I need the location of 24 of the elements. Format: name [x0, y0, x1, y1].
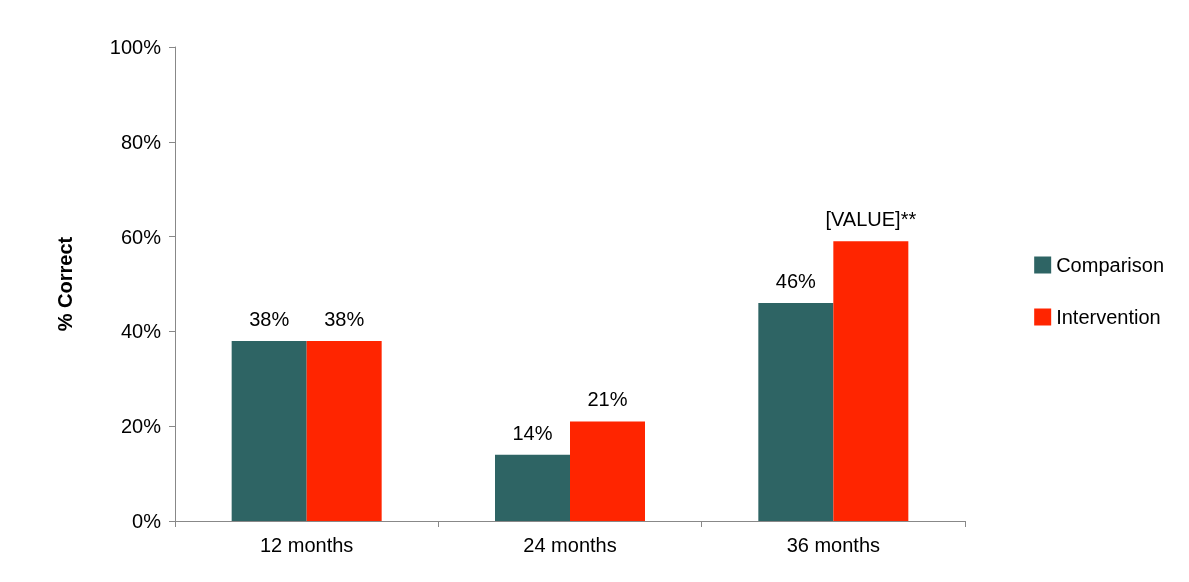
- bar: [306, 340, 382, 521]
- data-label: 38%: [324, 307, 365, 330]
- data-label: 46%: [775, 269, 817, 292]
- x-tick-label: 12 months: [259, 534, 354, 556]
- bar: [495, 454, 570, 521]
- bar: [570, 421, 645, 521]
- legend-label: Comparison: [1056, 254, 1165, 276]
- bar: [758, 302, 834, 521]
- data-label: [VALUE]**: [825, 208, 917, 231]
- y-axis-title: % Correct: [54, 236, 76, 332]
- bar: [231, 340, 307, 521]
- data-label: 38%: [249, 307, 290, 330]
- y-tick-label: 80%: [120, 130, 162, 153]
- x-tick-label: 36 months: [786, 534, 881, 556]
- y-tick-label: 40%: [120, 320, 162, 343]
- legend-label: Intervention: [1056, 306, 1161, 328]
- y-tick-label: 100%: [109, 36, 162, 58]
- data-label: 21%: [587, 388, 628, 411]
- y-tick-label: 60%: [120, 225, 162, 248]
- data-label: 14%: [512, 421, 553, 444]
- x-tick-label: 24 months: [523, 534, 617, 556]
- bar: [833, 241, 909, 521]
- y-tick-label: 20%: [120, 415, 162, 438]
- y-tick-label: 0%: [132, 510, 162, 532]
